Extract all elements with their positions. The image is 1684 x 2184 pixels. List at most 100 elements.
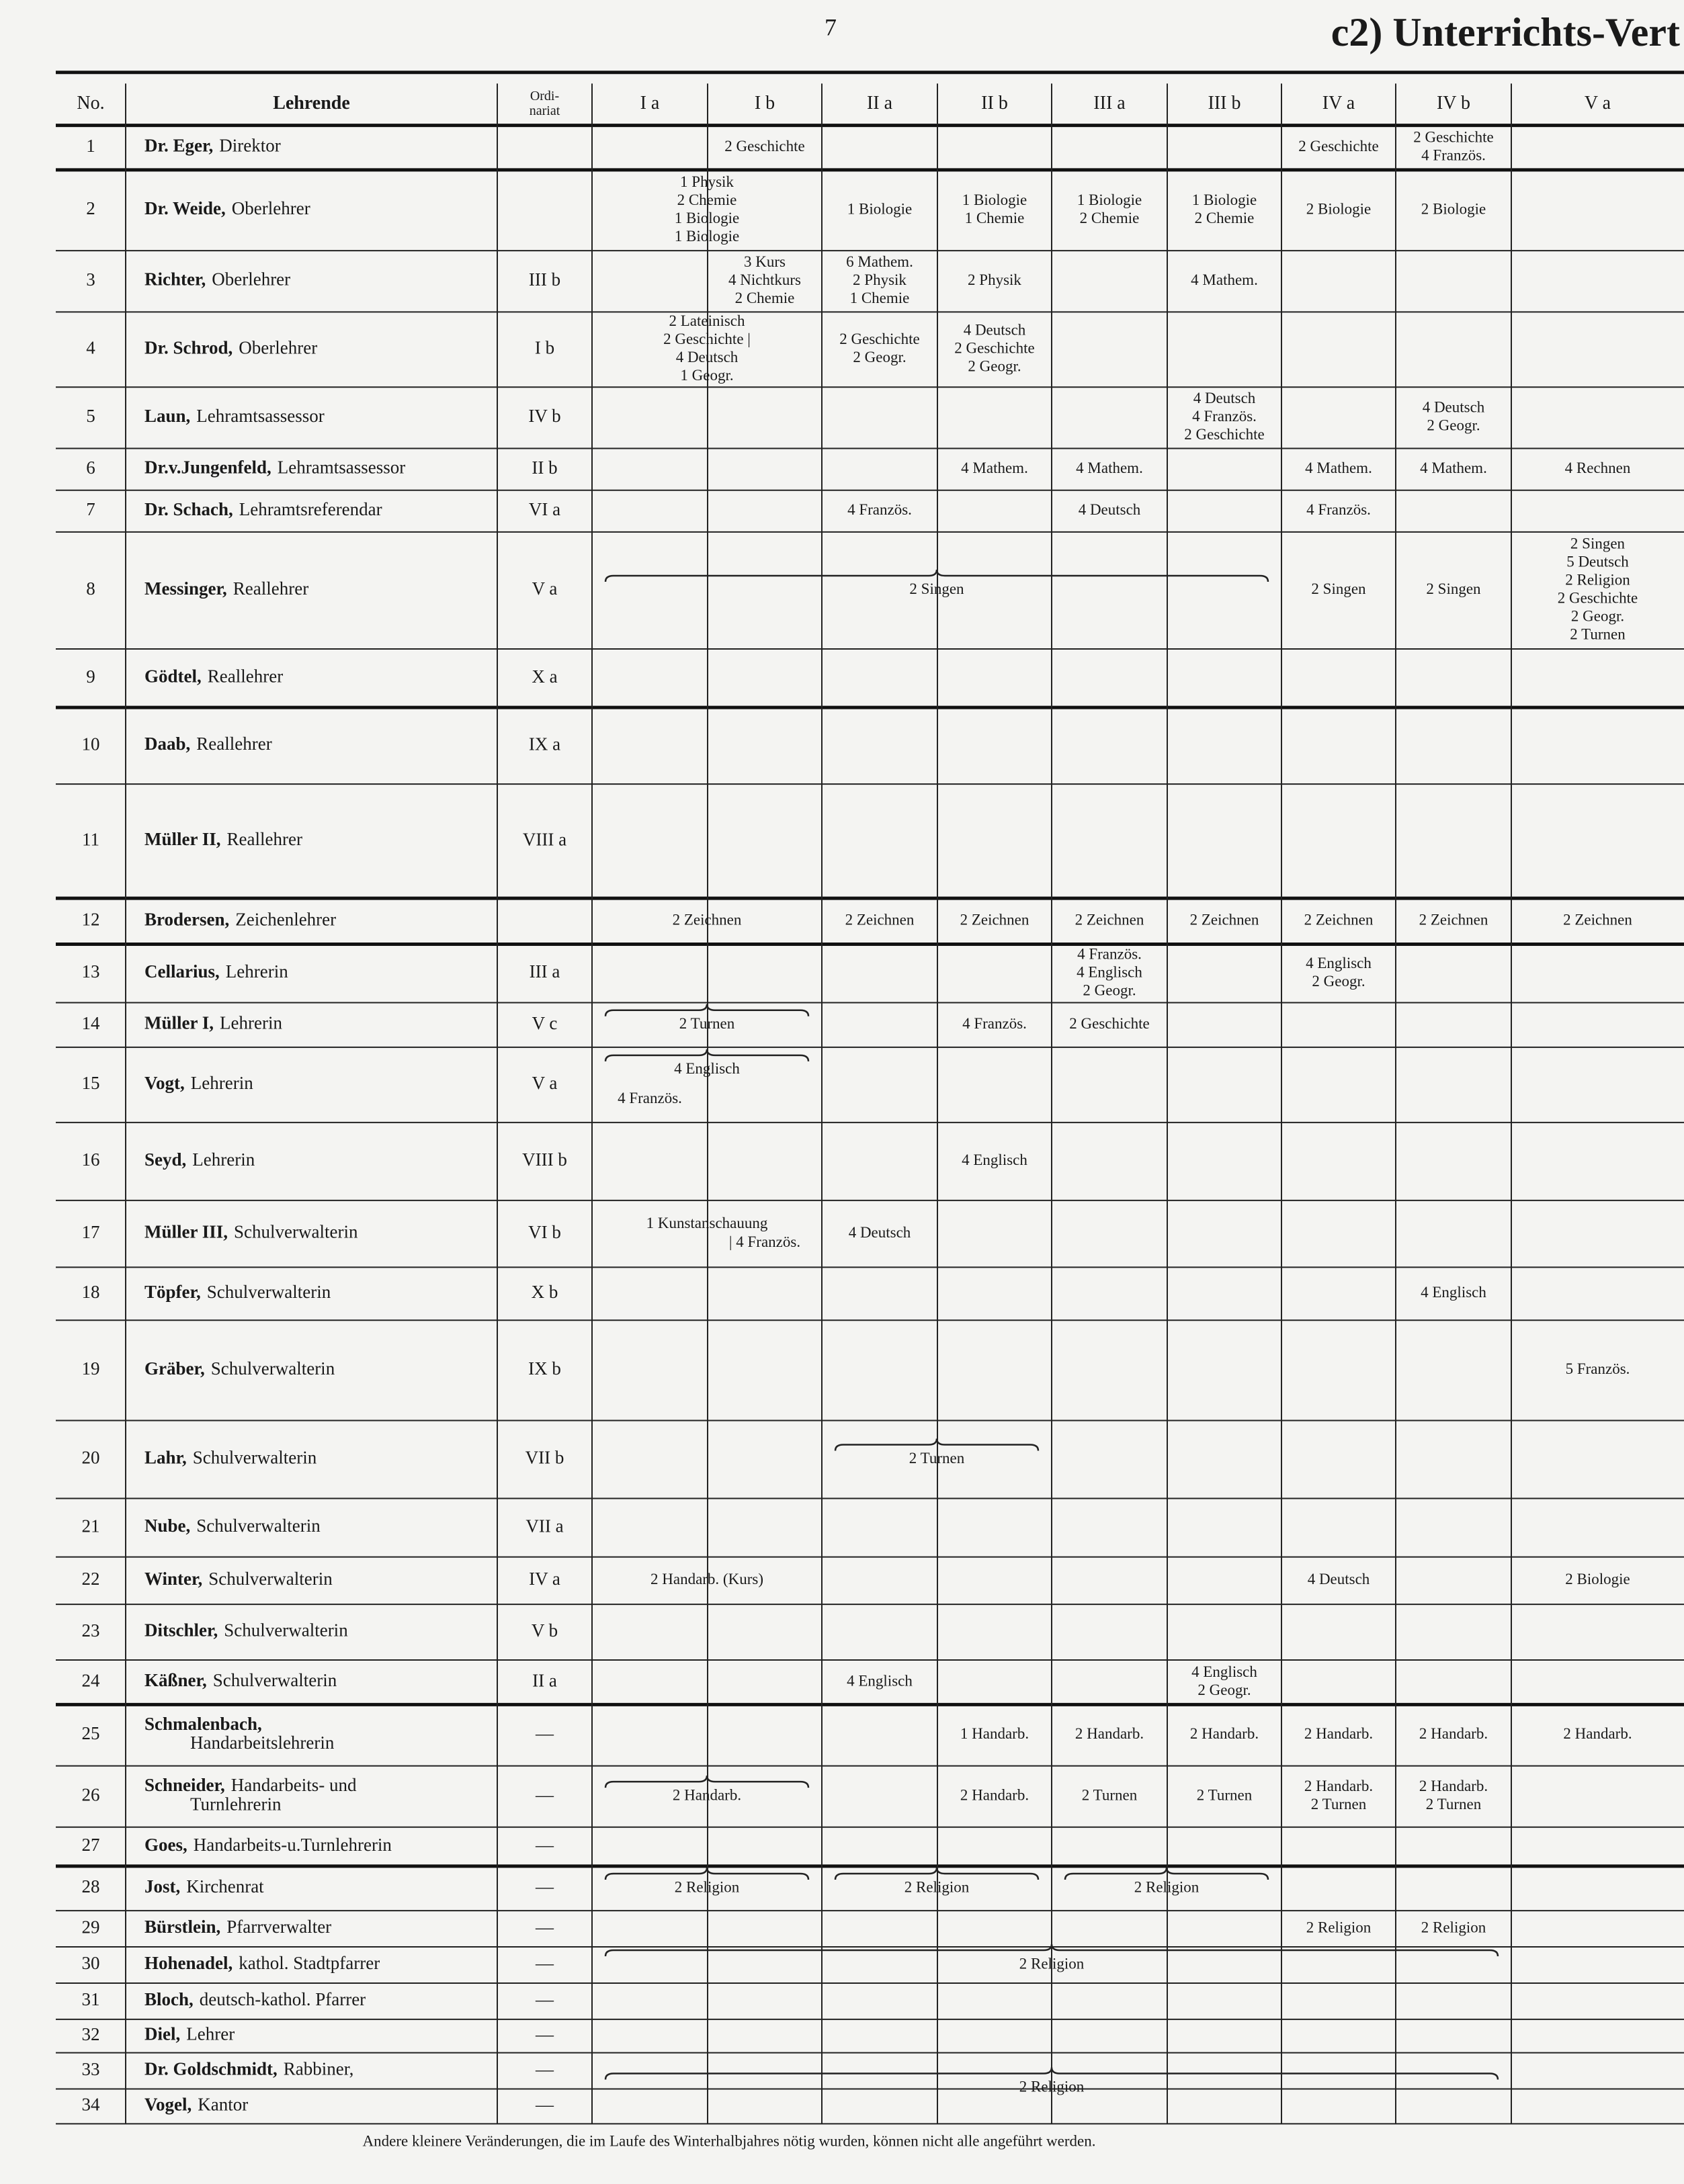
teacher-name: Töpfer, Schulverwalterin xyxy=(144,1282,331,1302)
ordinariat: IX b xyxy=(528,1358,561,1379)
header-no: No. xyxy=(77,93,104,114)
ordinariat: IV b xyxy=(528,406,560,426)
lesson: 4 Französ. xyxy=(1192,408,1257,425)
teacher-role: Lehrerin xyxy=(191,1073,253,1093)
lesson: 4 Deutsch xyxy=(849,1224,911,1241)
lesson: 4 Englisch xyxy=(847,1672,913,1689)
teacher-role: Reallehrer xyxy=(196,734,271,754)
row-number: 15 xyxy=(82,1073,100,1093)
teacher-surname: Lahr, xyxy=(144,1448,187,1468)
lesson: 4 Englisch xyxy=(1306,955,1372,971)
ordinariat: X b xyxy=(532,1282,558,1302)
brace xyxy=(604,1867,810,1880)
ordinariat: II a xyxy=(532,1670,557,1690)
lesson: 2 Turnen xyxy=(1570,626,1626,643)
lesson: 2 Religion xyxy=(1019,2079,1085,2095)
ordinariat: — xyxy=(535,1723,554,1743)
teacher-name: Dr. Schrod, Oberlehrer xyxy=(144,338,317,358)
lesson: 2 Geogr. xyxy=(1571,608,1624,625)
teacher-role: Handarbeitslehrerin xyxy=(190,1733,335,1753)
teacher-role: Lehrerin xyxy=(192,1149,255,1170)
ordinariat: — xyxy=(535,2024,554,2044)
teacher-role: Lehrerin xyxy=(220,1013,282,1033)
teacher-name: Laun, Lehramtsassessor xyxy=(144,406,325,426)
ordinariat: — xyxy=(535,2095,554,2115)
ordinariat: — xyxy=(535,1876,554,1896)
lesson: 2 Chemie xyxy=(677,191,737,208)
lesson: 4 Englisch xyxy=(1191,1663,1257,1680)
teacher-surname: Müller I, xyxy=(144,1013,214,1033)
lesson: 2 Geogr. xyxy=(1427,417,1480,434)
ordinariat: X a xyxy=(532,666,557,687)
teacher-surname: Richter, xyxy=(144,269,206,290)
teacher-surname: Hohenadel, xyxy=(144,1953,233,1973)
row-number: 33 xyxy=(82,2059,100,2079)
row-number: 22 xyxy=(82,1569,100,1589)
lesson: 5 Deutsch xyxy=(1566,554,1629,570)
ordinariat: V a xyxy=(532,578,558,599)
teacher-surname: Dr. Schrod, xyxy=(144,338,233,358)
row-number: 2 xyxy=(86,198,95,218)
teacher-name: Seyd, Lehrerin xyxy=(144,1149,255,1170)
header-class: II a xyxy=(867,93,893,114)
header-ordinariat: Ordi- xyxy=(530,89,559,103)
ordinariat: III b xyxy=(529,269,560,290)
lesson: 2 Turnen xyxy=(1082,1786,1138,1803)
lesson: 2 Religion xyxy=(1134,1878,1199,1895)
lesson: 4 Deutsch xyxy=(1079,501,1141,518)
teacher-role: Kirchenrat xyxy=(186,1876,264,1896)
lesson: 4 Deutsch xyxy=(964,322,1026,339)
lesson: 2 Zeichnen xyxy=(960,912,1029,928)
lesson: 2 Geschichte | xyxy=(663,331,751,347)
lesson: 1 Biologie xyxy=(1077,191,1142,208)
brace xyxy=(834,1867,1040,1880)
ordinariat: VI b xyxy=(528,1222,561,1242)
lesson: 2 Religion xyxy=(1019,1955,1085,1972)
teacher-role: Lehrer xyxy=(186,2024,235,2044)
lesson: 4 Englisch xyxy=(1077,963,1142,980)
teacher-role: kathol. Stadtpfarrer xyxy=(239,1953,380,1973)
teacher-surname: Dr. Schach, xyxy=(144,499,233,519)
ordinariat: — xyxy=(535,2059,554,2079)
lesson: 2 Biologie xyxy=(1565,1571,1630,1587)
row-number: 3 xyxy=(86,269,95,290)
teacher-name: Brodersen, Zeichenlehrer xyxy=(144,909,336,929)
teacher-role: Turnlehrerin xyxy=(190,1794,282,1814)
ordinariat: VI a xyxy=(529,499,560,519)
ordinariat: V c xyxy=(532,1013,558,1033)
ordinariat: VIII a xyxy=(523,829,566,849)
lesson: 2 Turnen xyxy=(679,1015,735,1032)
row-number: 14 xyxy=(82,1013,101,1033)
lesson: 2 Geschichte xyxy=(724,138,804,155)
teacher-name: Hohenadel, kathol. Stadtpfarrer xyxy=(144,1953,380,1973)
teacher-name: Dr. Eger, Direktor xyxy=(144,136,281,156)
lesson: 4 Englisch xyxy=(674,1060,740,1077)
brace xyxy=(604,1004,810,1016)
teacher-surname: Dr. Goldschmidt, xyxy=(144,2059,278,2079)
lesson: 2 Handarb. xyxy=(1419,1725,1488,1742)
lesson: 2 Singen xyxy=(1570,535,1626,552)
teacher-name: Winter, Schulverwalterin xyxy=(144,1569,333,1589)
lesson: 1 Chemie xyxy=(965,210,1025,226)
row-number: 19 xyxy=(82,1358,100,1379)
row-number: 28 xyxy=(82,1876,100,1896)
teacher-role: Zeichenlehrer xyxy=(235,909,336,929)
teacher-name: Käßner, Schulverwalterin xyxy=(144,1670,337,1690)
ordinariat: II b xyxy=(532,457,557,478)
teacher-surname: Cellarius, xyxy=(144,961,220,981)
teacher-name: Vogel, Kantor xyxy=(144,2095,248,2115)
teacher-name: Bürstlein, Pfarrverwalter xyxy=(144,1917,331,1937)
lesson: 2 Chemie xyxy=(1195,210,1255,226)
teacher-name: Ditschler, Schulverwalterin xyxy=(144,1620,348,1641)
row-number: 31 xyxy=(82,1989,100,2009)
teacher-name: Nube, Schulverwalterin xyxy=(144,1516,321,1536)
row-number: 32 xyxy=(82,2024,100,2044)
row-number: 21 xyxy=(82,1516,100,1536)
teacher-name: Vogt, Lehrerin xyxy=(144,1073,253,1093)
row-number: 5 xyxy=(86,406,95,426)
teacher-surname: Käßner, xyxy=(144,1670,207,1690)
footnote: Andere kleinere Veränderungen, die im La… xyxy=(363,2133,1096,2150)
teacher-surname: Brodersen, xyxy=(144,909,229,929)
lesson: 2 Geschichte xyxy=(1413,129,1493,146)
teacher-surname: Winter, xyxy=(144,1569,202,1589)
